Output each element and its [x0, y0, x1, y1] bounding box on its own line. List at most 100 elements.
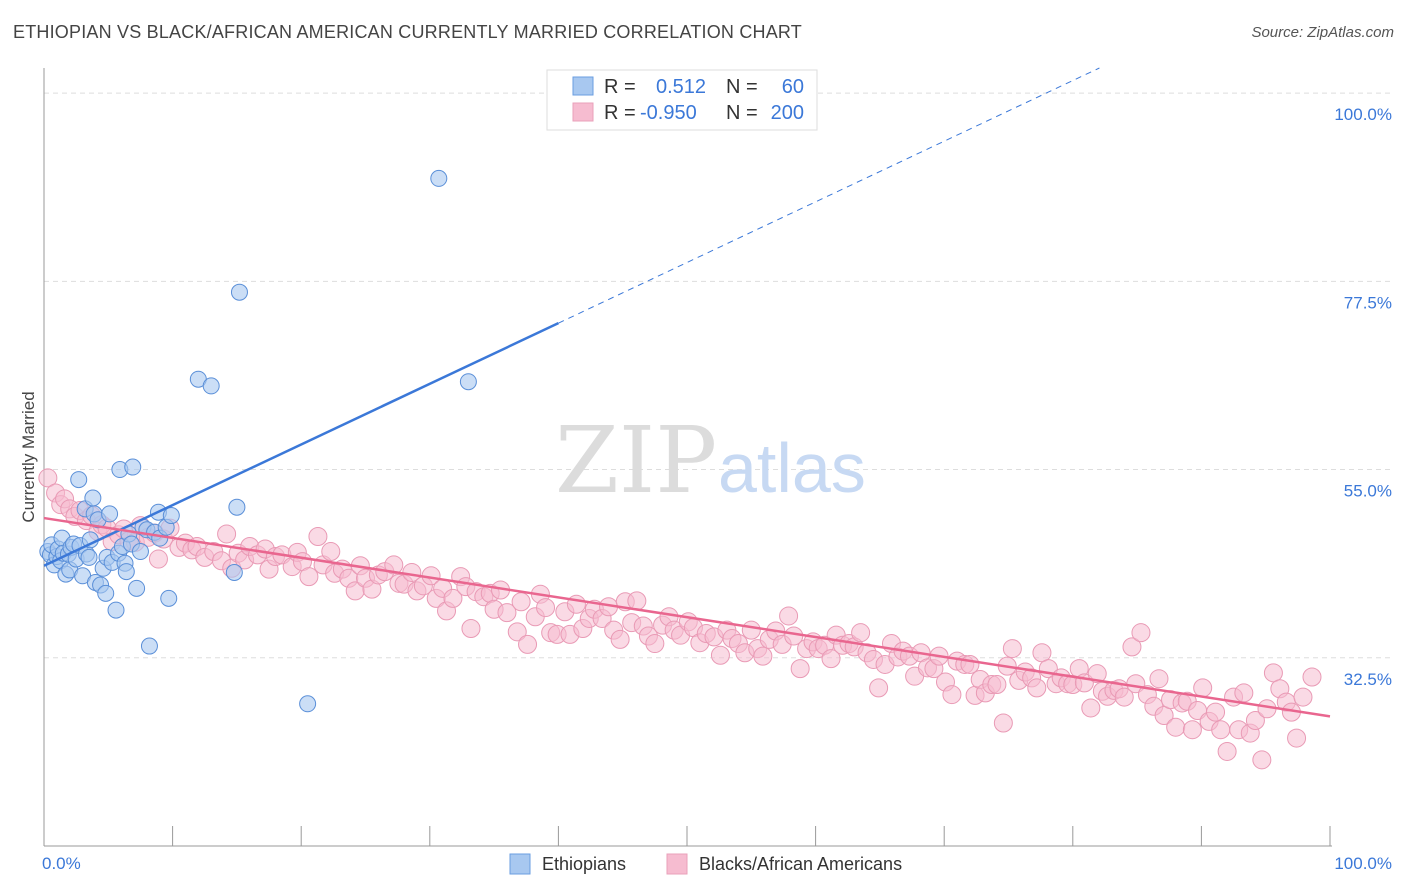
series-ethiopians	[39, 169, 477, 713]
point-blacks-african-americans	[461, 618, 481, 638]
bottom-legend-blacks: Blacks/African Americans	[699, 854, 902, 874]
point-blacks-african-americans	[299, 567, 319, 587]
point-blacks-african-americans	[1245, 711, 1265, 731]
point-blacks-african-americans	[1211, 720, 1231, 740]
y-tick-label: 77.5%	[1344, 293, 1392, 312]
y-tick-label: 32.5%	[1344, 670, 1392, 689]
bottom-legend-swatch-blacks	[666, 853, 688, 875]
point-blacks-african-americans	[851, 623, 871, 643]
point-blacks-african-americans	[1193, 678, 1213, 698]
point-blacks-african-americans	[741, 620, 761, 640]
point-ethiopians	[160, 589, 178, 607]
series-blacks-african-americans	[38, 468, 1322, 770]
point-ethiopians	[228, 498, 246, 516]
point-blacks-african-americans	[1122, 637, 1142, 657]
bottom-legend: Ethiopians Blacks/African Americans	[509, 853, 902, 875]
point-blacks-african-americans	[308, 526, 328, 546]
point-blacks-african-americans	[1263, 663, 1283, 683]
legend-swatch-blacks	[572, 102, 594, 122]
point-blacks-african-americans	[1234, 683, 1254, 703]
point-ethiopians	[107, 601, 125, 619]
point-blacks-african-americans	[443, 588, 463, 608]
point-blacks-african-americans	[38, 468, 58, 488]
point-blacks-african-americans	[507, 622, 527, 642]
point-blacks-african-americans	[779, 606, 799, 626]
point-ethiopians	[128, 579, 146, 597]
trend-lines	[43, 67, 1331, 718]
point-blacks-african-americans	[511, 592, 531, 612]
watermark: ZIP atlas	[555, 407, 866, 514]
point-blacks-african-americans	[321, 542, 341, 562]
point-blacks-african-americans	[1027, 678, 1047, 698]
point-ethiopians	[70, 471, 88, 489]
point-ethiopians	[97, 584, 115, 602]
point-ethiopians	[80, 548, 98, 566]
point-blacks-african-americans	[1081, 698, 1101, 718]
x-tick-label-min: 0.0%	[42, 854, 81, 873]
y-axis-title: Currently Married	[19, 391, 38, 522]
point-blacks-african-americans	[1149, 669, 1169, 689]
point-blacks-african-americans	[993, 713, 1013, 733]
y-tick-label: 100.0%	[1334, 105, 1392, 124]
point-ethiopians	[202, 377, 220, 395]
point-ethiopians	[131, 543, 149, 561]
grid	[44, 92, 1392, 659]
legend-n-label-2: N =	[726, 102, 758, 124]
y-tick-labels: 32.5% 55.0% 77.5% 100.0%	[1334, 105, 1392, 689]
trend-ethiopians	[43, 322, 559, 567]
legend-n-value-2: 200	[771, 102, 804, 124]
legend-r-label-1: R =	[604, 76, 636, 98]
point-blacks-african-americans	[1293, 687, 1313, 707]
legend-r-value-2: -0.950	[640, 102, 697, 124]
point-blacks-african-americans	[1087, 664, 1107, 684]
point-ethiopians	[430, 169, 448, 187]
trend-ethiopians-extrapolated	[558, 67, 1100, 324]
point-blacks-african-americans	[384, 555, 404, 575]
point-ethiopians	[230, 283, 248, 301]
legend-r-value-1: 0.512	[656, 76, 706, 98]
point-blacks-african-americans	[1302, 667, 1322, 687]
bottom-legend-ethiopians: Ethiopians	[542, 854, 626, 874]
point-blacks-african-americans	[148, 549, 168, 569]
y-tick-label: 55.0%	[1344, 482, 1392, 501]
legend-box: R = 0.512 N = 60 R = -0.950 N = 200	[546, 69, 818, 131]
point-blacks-african-americans	[960, 654, 980, 674]
bottom-legend-swatch-ethiopians	[509, 853, 531, 875]
point-blacks-african-americans	[645, 634, 665, 654]
legend-n-label-1: N =	[726, 76, 758, 98]
point-blacks-african-americans	[217, 524, 237, 544]
point-blacks-african-americans	[1217, 741, 1237, 761]
point-ethiopians	[101, 505, 119, 523]
point-blacks-african-americans	[627, 591, 647, 611]
point-blacks-african-americans	[869, 678, 889, 698]
point-ethiopians	[162, 507, 180, 525]
point-ethiopians	[225, 563, 243, 581]
point-blacks-african-americans	[1032, 643, 1052, 663]
point-ethiopians	[140, 637, 158, 655]
point-blacks-african-americans	[821, 649, 841, 669]
point-blacks-african-americans	[1287, 728, 1307, 748]
trend-blacks-african-americans	[43, 516, 1331, 718]
point-blacks-african-americans	[942, 685, 962, 705]
source-label: Source: ZipAtlas.com	[1251, 24, 1394, 41]
point-blacks-african-americans	[536, 598, 556, 618]
point-blacks-african-americans	[1252, 750, 1272, 770]
point-blacks-african-americans	[1166, 717, 1186, 737]
point-ethiopians	[117, 563, 135, 581]
point-blacks-african-americans	[710, 645, 730, 665]
point-blacks-african-americans	[1114, 687, 1134, 707]
point-blacks-african-americans	[610, 629, 630, 649]
chart-title: ETHIOPIAN VS BLACK/AFRICAN AMERICAN CURR…	[13, 22, 802, 42]
watermark-atlas: atlas	[718, 429, 866, 507]
point-blacks-african-americans	[518, 634, 538, 654]
point-blacks-african-americans	[987, 675, 1007, 695]
legend-r-label-2: R =	[604, 102, 636, 124]
point-blacks-african-americans	[1131, 623, 1151, 643]
legend-swatch-ethiopians	[572, 76, 594, 96]
point-ethiopians	[459, 373, 477, 391]
watermark-zip: ZIP	[555, 407, 717, 514]
legend-n-value-1: 60	[782, 76, 804, 98]
x-ticks	[43, 826, 1331, 846]
point-blacks-african-americans	[1002, 639, 1022, 659]
